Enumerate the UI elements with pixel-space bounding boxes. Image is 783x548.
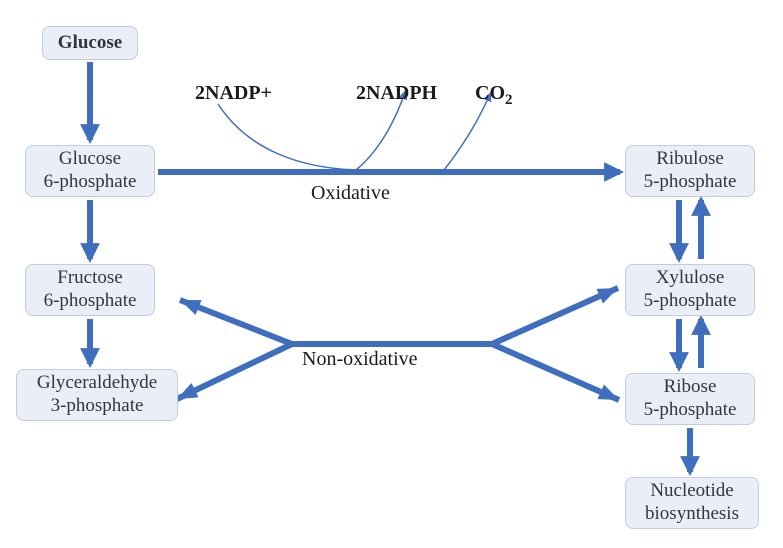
node-f6p: Fructose6-phosphate — [25, 264, 155, 316]
label-nadph: 2NADPH — [356, 82, 437, 105]
label-nonoxid: Non-oxidative — [302, 348, 418, 371]
label-oxid: Oxidative — [311, 182, 390, 205]
node-label: Glyceraldehyde3-phosphate — [37, 372, 157, 418]
node-nuc: Nucleotidebiosynthesis — [625, 477, 759, 529]
label-co2: CO2 — [475, 82, 513, 109]
label-nadp: 2NADP+ — [195, 82, 272, 105]
node-label: Nucleotidebiosynthesis — [645, 480, 739, 526]
arrowhead — [596, 281, 621, 304]
arrow-nonoxidative-branch — [177, 288, 619, 400]
node-xu5p: Xylulose5-phosphate — [625, 264, 755, 316]
curve-nadp_in — [218, 104, 356, 170]
arrowhead — [177, 293, 202, 315]
node-g6p: Glucose6-phosphate — [25, 145, 155, 197]
node-gap: Glyceraldehyde3-phosphate — [16, 369, 178, 421]
node-label: Xylulose5-phosphate — [644, 267, 737, 313]
node-label: Glucose6-phosphate — [44, 148, 137, 194]
node-label: Ribose5-phosphate — [644, 376, 737, 422]
node-glucose: Glucose — [42, 26, 138, 60]
node-label: Fructose6-phosphate — [44, 267, 137, 313]
node-label: Glucose — [58, 32, 122, 55]
node-ru5p: Ribulose5-phosphate — [625, 145, 755, 197]
node-label: Ribulose5-phosphate — [644, 148, 737, 194]
node-r5p: Ribose5-phosphate — [625, 373, 755, 425]
arrowhead — [597, 385, 622, 408]
diagram-stage: Glucose Glucose6-phosphate Fructose6-phosp… — [0, 0, 783, 548]
